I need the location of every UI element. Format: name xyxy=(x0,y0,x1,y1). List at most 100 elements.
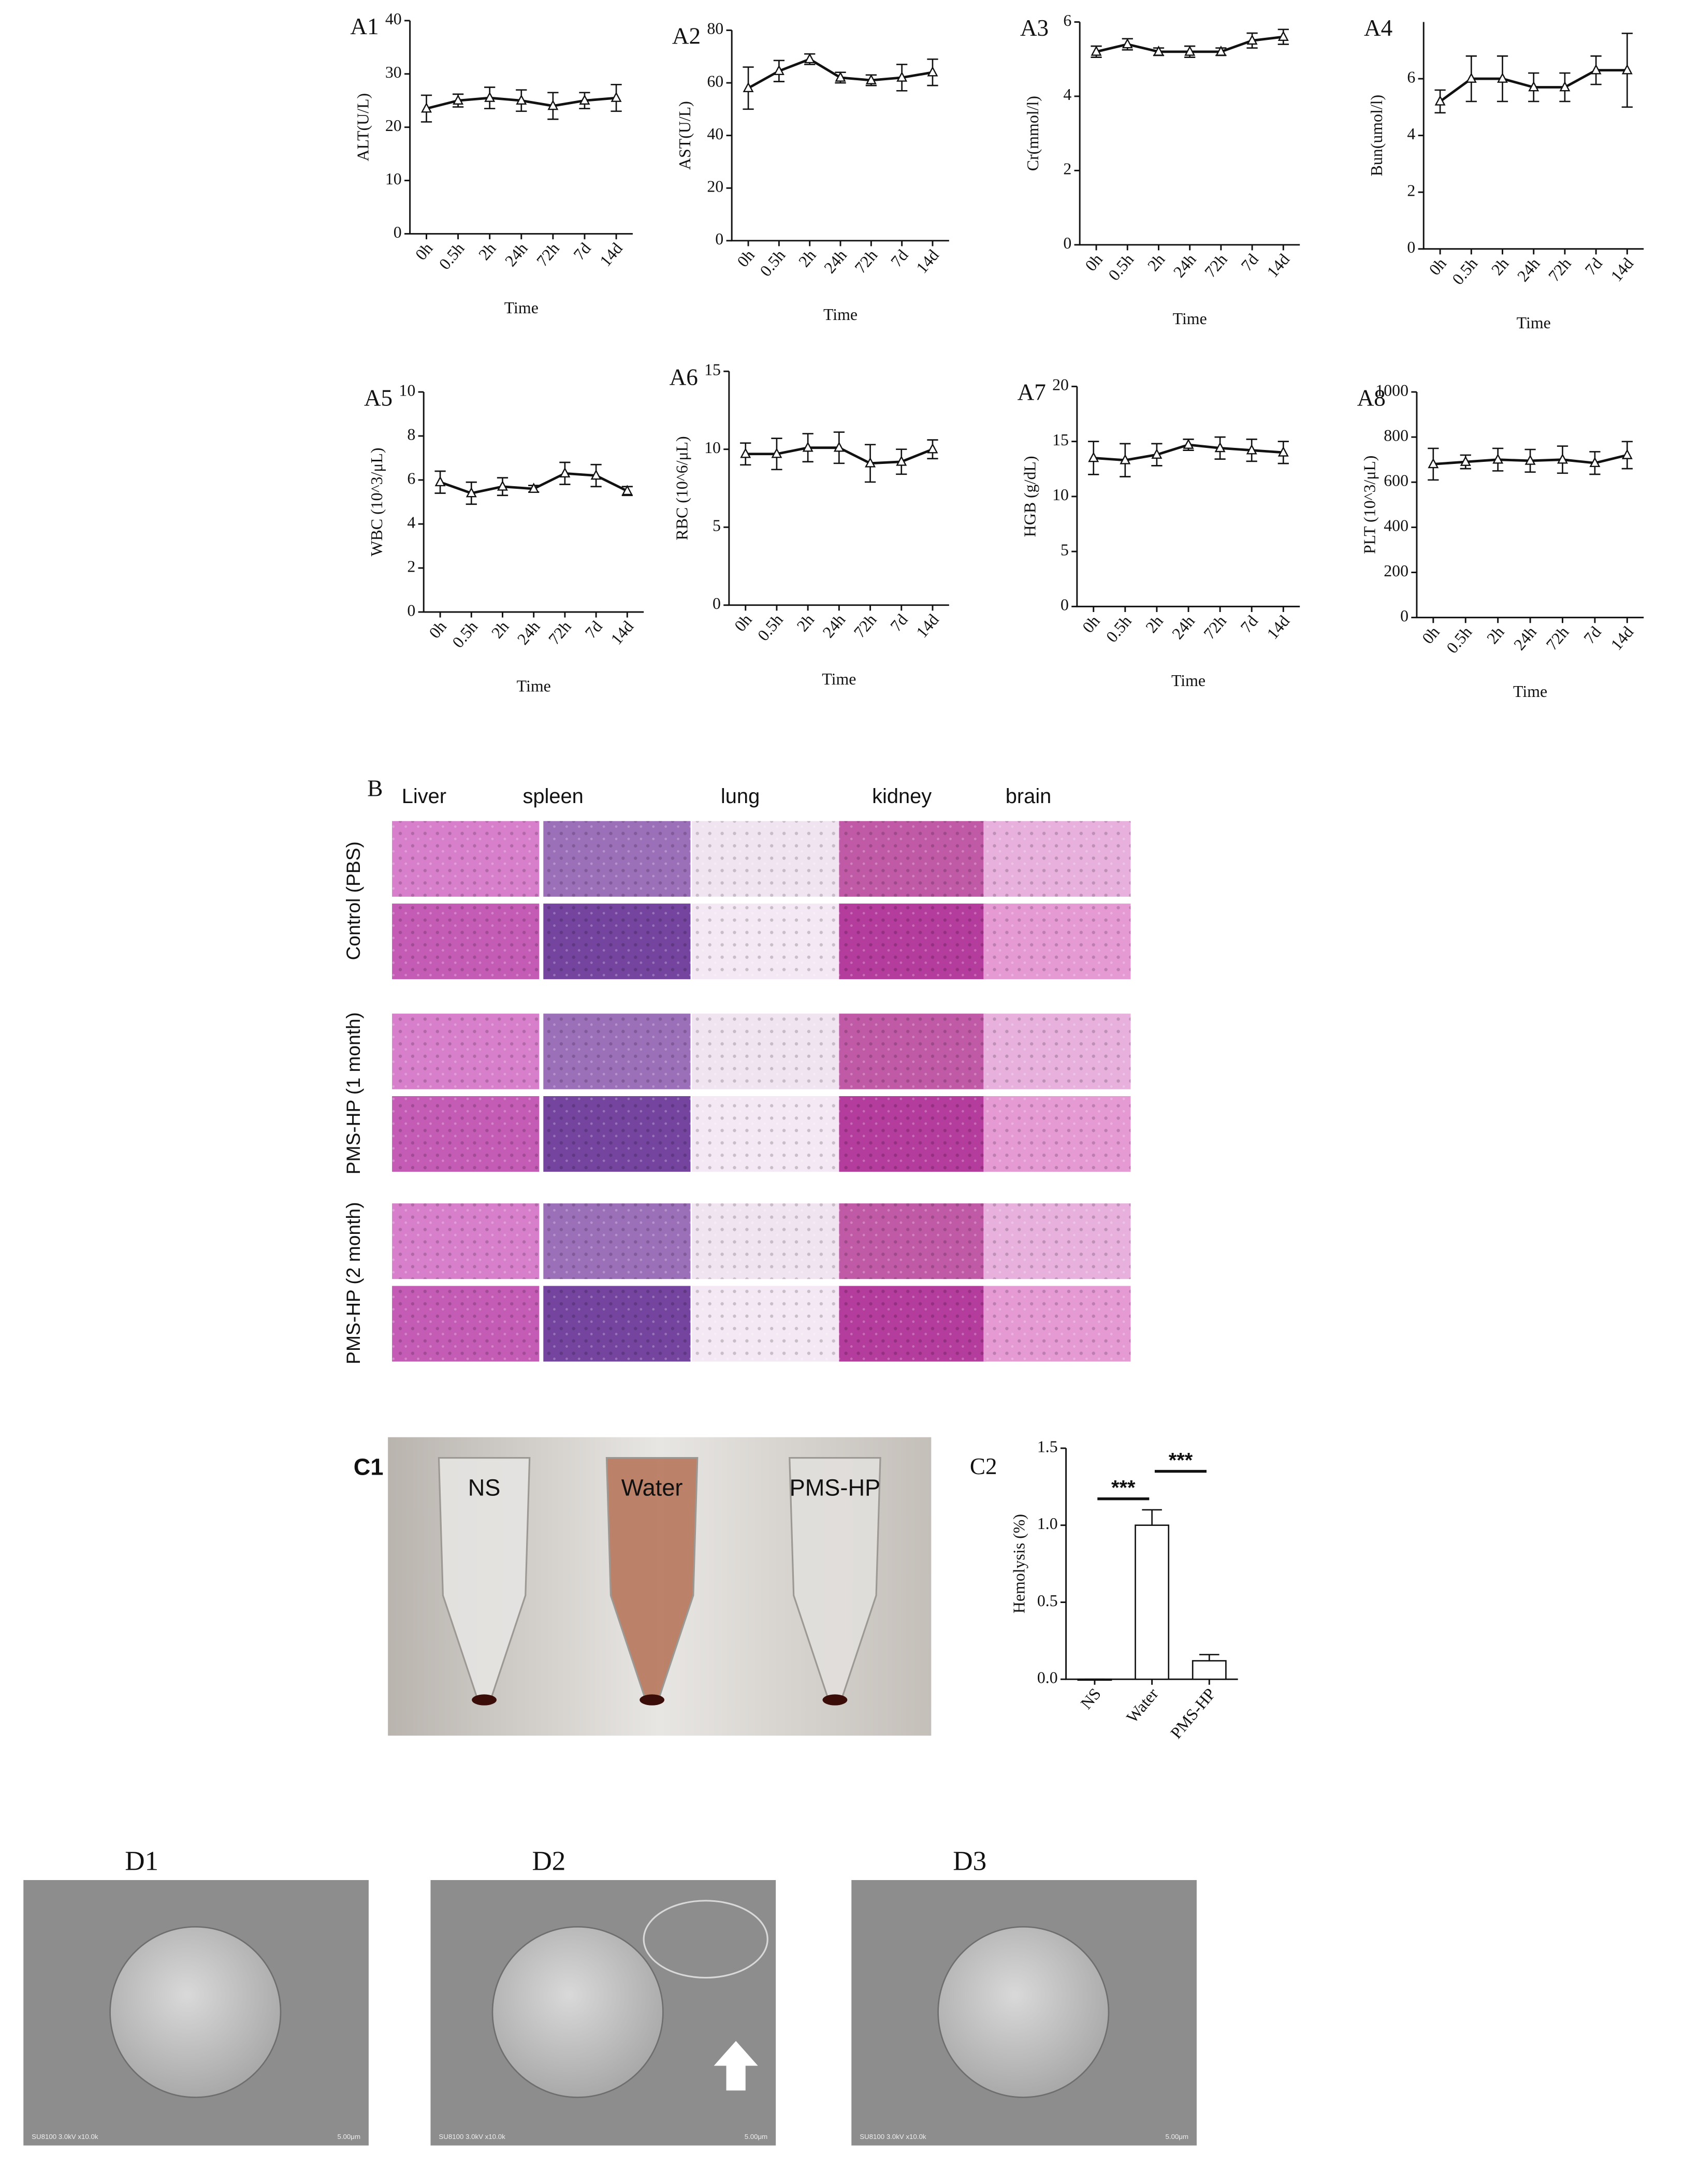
x-tick-label: 14d xyxy=(912,610,942,641)
marker xyxy=(579,94,590,105)
x-tick-label: 24h xyxy=(1168,612,1198,643)
x-tick-label: 0.5h xyxy=(449,618,482,651)
x-axis-label: Time xyxy=(1171,672,1205,690)
significance-label: *** xyxy=(1169,1449,1193,1472)
marker xyxy=(1122,38,1133,49)
marker xyxy=(865,457,876,468)
column-header: spleen xyxy=(522,785,583,808)
y-tick-label: 5 xyxy=(713,517,721,535)
column-header: lung xyxy=(721,785,760,808)
sem-caption: SU8100 3.0kV x10.0k xyxy=(32,2133,98,2141)
histology-texture xyxy=(392,821,540,897)
marker xyxy=(1214,442,1226,453)
marker xyxy=(833,441,845,452)
panel-label: D2 xyxy=(532,1846,565,1876)
marker xyxy=(434,476,446,487)
x-tick-label: 2h xyxy=(1483,623,1507,647)
x-axis-label: Time xyxy=(822,670,856,688)
x-tick-label: 14d xyxy=(912,246,942,276)
marker xyxy=(421,102,432,113)
marker xyxy=(1589,457,1601,468)
pellet xyxy=(472,1694,497,1706)
tube-label: PMS-HP xyxy=(790,1475,881,1501)
marker xyxy=(1528,81,1539,92)
y-tick-label: 40 xyxy=(707,125,723,143)
axis-line xyxy=(728,371,949,606)
marker xyxy=(1465,72,1477,83)
marker xyxy=(740,447,751,458)
x-tick-label: 14d xyxy=(607,618,637,648)
membrane-debris xyxy=(643,1900,768,1979)
x-tick-label: 0h xyxy=(734,246,758,270)
marker xyxy=(1088,452,1099,462)
marker xyxy=(1277,446,1289,457)
histology-texture xyxy=(839,1203,986,1279)
histology-texture xyxy=(983,1013,1131,1089)
y-axis-label: ALT(U/L) xyxy=(354,93,372,162)
x-tick-label: 14d xyxy=(596,239,626,270)
histology-texture xyxy=(543,904,691,980)
marker xyxy=(1621,449,1633,459)
y-tick-label: 10 xyxy=(704,439,721,457)
y-tick-label: 4 xyxy=(407,513,415,531)
x-tick-label: NS xyxy=(1077,1685,1105,1713)
bar xyxy=(1077,1678,1112,1681)
sem-scale: 5.00μm xyxy=(1166,2133,1189,2141)
marker xyxy=(611,92,622,102)
y-axis-label: RBC (10^6/μL) xyxy=(673,436,691,540)
axis-line xyxy=(423,392,644,613)
marker xyxy=(1184,46,1196,56)
histology-texture xyxy=(983,1286,1131,1362)
row-label: Control (PBS) xyxy=(342,841,364,960)
marker xyxy=(590,469,602,480)
x-tick-label: 7d xyxy=(1581,254,1606,279)
y-tick-label: 5 xyxy=(1061,541,1069,559)
marker xyxy=(1492,453,1504,464)
panel-label: A6 xyxy=(670,364,698,390)
histology-texture xyxy=(392,904,540,980)
y-tick-label: 0 xyxy=(394,223,402,241)
pellet xyxy=(640,1694,665,1706)
marker xyxy=(1524,455,1536,465)
y-tick-label: 2 xyxy=(1063,160,1071,178)
marker xyxy=(1153,46,1164,56)
marker xyxy=(896,455,907,466)
y-tick-label: 1000 xyxy=(1375,381,1408,399)
pellet xyxy=(822,1694,848,1706)
x-tick-label: 14d xyxy=(1263,612,1294,643)
marker xyxy=(528,483,540,493)
x-tick-label: 7d xyxy=(582,618,606,642)
panel-label: D3 xyxy=(953,1846,986,1876)
x-tick-label: 14d xyxy=(1607,254,1637,285)
y-tick-label: 0.0 xyxy=(1037,1668,1058,1686)
x-tick-label: 24h xyxy=(819,610,849,641)
y-tick-label: 2 xyxy=(1407,182,1415,200)
histology-texture xyxy=(839,821,986,897)
y-tick-label: 15 xyxy=(1052,431,1069,449)
histology-texture xyxy=(392,1286,540,1362)
histology-texture xyxy=(543,1013,691,1089)
axis-line xyxy=(1416,392,1644,619)
y-tick-label: 15 xyxy=(704,360,721,378)
y-tick-label: 0 xyxy=(1061,596,1069,614)
y-tick-label: 0 xyxy=(1063,234,1071,252)
marker xyxy=(1460,456,1471,466)
y-tick-label: 6 xyxy=(1063,11,1071,30)
x-tick-label: 24h xyxy=(501,239,531,270)
histology-texture xyxy=(983,1096,1131,1172)
x-tick-label: 2h xyxy=(475,239,499,264)
panel-label: B xyxy=(367,776,383,802)
histology-texture xyxy=(983,821,1131,897)
x-tick-label: 72h xyxy=(1543,623,1573,653)
x-tick-label: 0h xyxy=(1418,623,1443,647)
y-tick-label: 2 xyxy=(407,557,415,575)
y-axis-label: HGB (g/dL) xyxy=(1021,456,1039,537)
marker xyxy=(896,71,908,82)
histology-texture xyxy=(692,1286,839,1362)
x-tick-label: 7d xyxy=(1238,250,1262,274)
arrow xyxy=(714,2041,758,2091)
x-tick-label: 0.5h xyxy=(1449,254,1481,288)
y-tick-label: 20 xyxy=(1052,376,1069,394)
x-tick-label: 0h xyxy=(731,610,755,635)
row-label: PMS-HP (2 month) xyxy=(342,1202,364,1364)
